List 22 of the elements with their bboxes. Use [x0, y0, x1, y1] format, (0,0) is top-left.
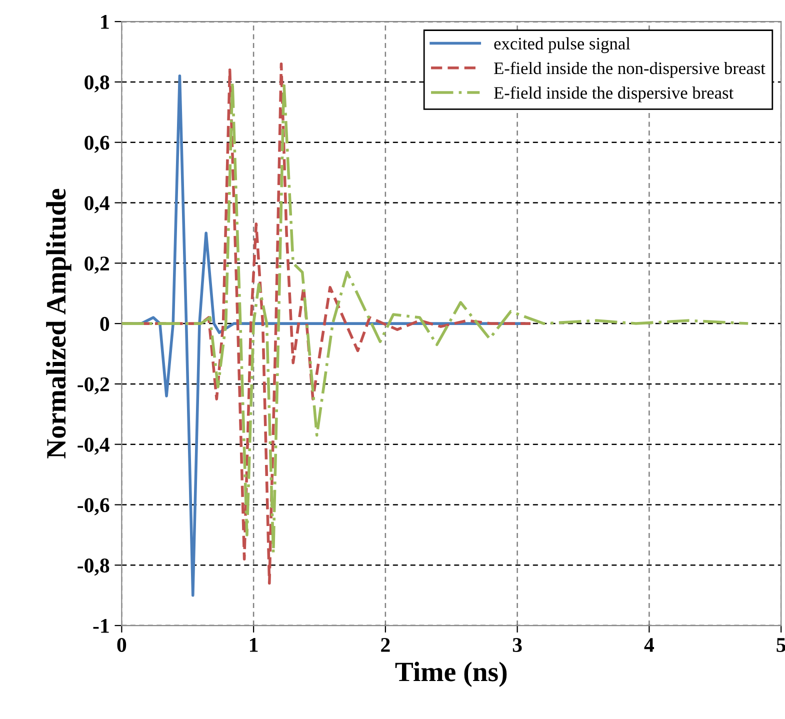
y-tick-label: -0,8: [78, 558, 110, 576]
x-tick-label: 2: [381, 638, 390, 652]
y-tick-label: 0,2: [84, 256, 109, 274]
legend-label: excited pulse signal: [494, 37, 630, 54]
legend-label: E-field inside the non-dispersive breast: [494, 62, 766, 78]
x-axis-title: Time (ns): [395, 662, 507, 687]
y-tick-label: 0,4: [84, 196, 110, 214]
y-tick-label: 0,8: [84, 75, 110, 92]
y-tick-label: 1: [101, 15, 109, 29]
y-tick-label: 0,6: [84, 136, 110, 153]
x-tick-label: 4: [644, 638, 654, 652]
x-tick-label: 3: [512, 638, 522, 652]
y-axis-title: Normalized Amplitude: [46, 188, 72, 458]
line-series: [122, 80, 750, 554]
x-tick-label: 0: [117, 638, 126, 652]
y-tick-label: -0,6: [78, 498, 110, 516]
legend-label: E-field inside the dispersive breast: [494, 86, 734, 102]
y-tick-label: 0: [100, 316, 110, 331]
y-tick-label: -0,4: [78, 438, 110, 455]
x-tick-label: 1: [250, 638, 258, 652]
y-tick-label: -1: [93, 619, 109, 633]
y-tick-label: -0,2: [78, 377, 109, 394]
